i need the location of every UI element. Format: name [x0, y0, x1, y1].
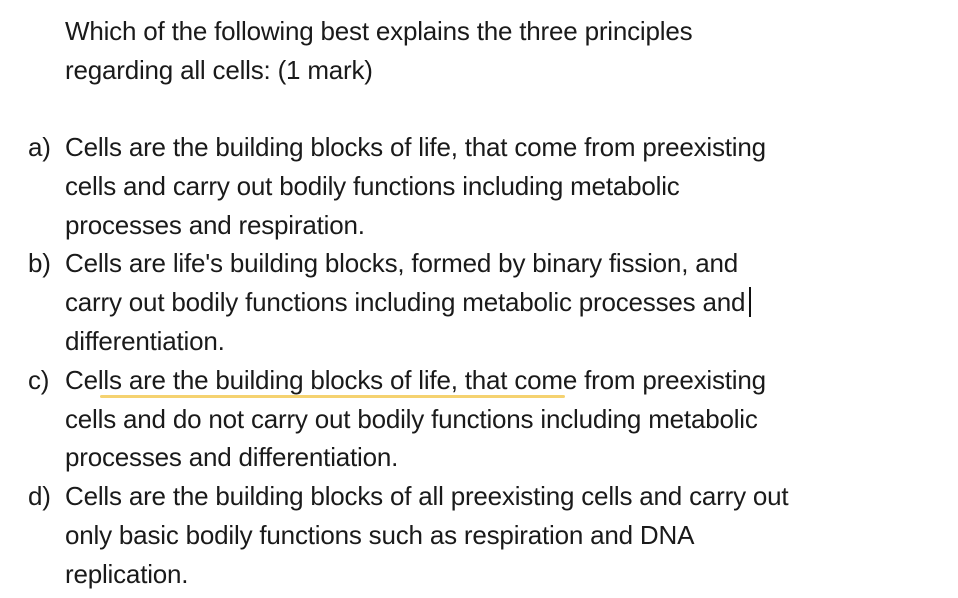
option-marker: b) [28, 248, 51, 279]
option-line: processes and respiration. [65, 209, 365, 240]
text-cursor [749, 287, 752, 318]
option-line: carry out bodily functions including met… [65, 287, 746, 318]
option-line-with-caret: carry out bodily functions including met… [65, 283, 938, 322]
option-line: Cells are life's building blocks, formed… [65, 248, 739, 279]
option-line: Cells are the building blocks of life, t… [65, 132, 766, 162]
option-d[interactable]: d) Cells are the building blocks of all … [28, 477, 938, 593]
option-line: processes and differentiation. [65, 442, 399, 473]
option-line: Cells are the building blocks of life, t… [65, 364, 766, 395]
option-b[interactable]: b) Cells are life's building blocks, for… [28, 244, 938, 360]
option-text: Cells are the building blocks of life, t… [65, 128, 938, 244]
option-line: Cells are the building blocks of all pre… [65, 481, 789, 512]
option-marker: d) [28, 481, 51, 512]
question-line-2: regarding all cells: (1 mark) [65, 55, 373, 85]
option-marker: a) [28, 132, 51, 162]
option-line: replication. [65, 558, 189, 589]
question-text: Which of the following best explains the… [65, 12, 693, 90]
option-line: differentiation. [65, 325, 225, 356]
answer-options: a) Cells are the building blocks of life… [28, 128, 938, 594]
question-line-1: Which of the following best explains the… [65, 16, 693, 46]
option-a[interactable]: a) Cells are the building blocks of life… [28, 128, 938, 244]
option-text: Cells are the building blocks of all pre… [65, 477, 938, 593]
option-line: only basic bodily functions such as resp… [65, 519, 695, 550]
option-c[interactable]: c) Cells are the building blocks of life… [28, 361, 938, 477]
option-line: cells and do not carry out bodily functi… [65, 403, 758, 434]
option-text: Cells are life's building blocks, formed… [65, 244, 938, 360]
highlight-underline [100, 395, 565, 398]
option-marker: c) [28, 364, 50, 395]
option-text: Cells are the building blocks of life, t… [65, 361, 938, 477]
option-line: cells and carry out bodily functions inc… [65, 170, 680, 201]
